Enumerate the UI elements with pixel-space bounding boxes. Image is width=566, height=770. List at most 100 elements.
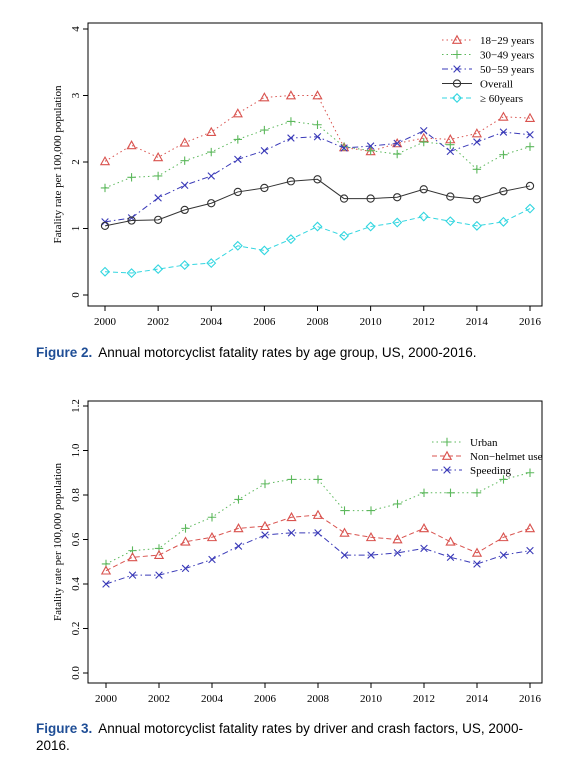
data-point [234, 542, 243, 550]
data-point [314, 529, 322, 537]
data-point [154, 194, 162, 202]
y-axis-label: Fatality rate per 100,000 population [52, 463, 64, 621]
x-tick-label: 2000 [94, 316, 117, 328]
data-point [418, 211, 429, 222]
x-tick-label: 2008 [307, 693, 330, 705]
data-point [127, 216, 136, 225]
data-point [499, 150, 508, 159]
data-point [180, 181, 189, 190]
figure-caption-text: Annual motorcyclist fatality rates by ag… [98, 345, 477, 360]
plot-frame [87, 22, 543, 307]
legend-marker [442, 437, 452, 447]
data-point [285, 90, 297, 100]
x-tick-label: 2016 [519, 316, 542, 328]
data-point [392, 217, 403, 228]
series-line [104, 130, 531, 223]
data-point [472, 195, 482, 204]
x-tick-label: 2012 [413, 316, 435, 328]
data-point [127, 173, 136, 182]
y-tick-label: 1.2 [70, 399, 82, 413]
x-tick-label: 2000 [95, 693, 118, 705]
data-point [498, 531, 509, 542]
data-point [525, 142, 535, 151]
data-point [498, 111, 509, 121]
data-point [206, 258, 217, 269]
data-point [287, 529, 296, 537]
data-point [366, 142, 375, 150]
data-point [526, 546, 534, 555]
data-point [418, 523, 430, 533]
legend-entry: Urban [470, 437, 498, 449]
data-point [234, 155, 242, 164]
y-tick-label: 1 [70, 226, 82, 232]
data-point [233, 135, 243, 144]
data-point [313, 132, 322, 141]
series-1 [100, 509, 536, 575]
series-3 [100, 175, 535, 230]
data-point [393, 499, 402, 509]
y-tick-label: 0.2 [70, 622, 82, 636]
legend-entry: 18−29 years [480, 35, 534, 47]
data-point [446, 192, 455, 201]
data-point [472, 165, 482, 174]
data-point [259, 92, 270, 102]
data-point [420, 544, 428, 553]
data-point [365, 531, 377, 542]
y-tick-label: 2 [70, 159, 82, 165]
x-tick-label: 2016 [519, 693, 542, 705]
data-point [100, 565, 112, 575]
data-point [499, 551, 508, 559]
data-point [471, 547, 483, 557]
data-point [340, 144, 348, 152]
data-point [153, 215, 163, 225]
figure-caption-2: Figure 2. Annual motorcyclist fatality ra… [36, 344, 552, 361]
data-point [207, 513, 217, 522]
x-tick-label: 2004 [201, 693, 224, 705]
x-tick-label: 2010 [360, 693, 383, 705]
data-point [445, 536, 456, 546]
data-point [499, 187, 508, 196]
series-line [104, 120, 531, 189]
data-point [153, 171, 163, 181]
series-0 [101, 468, 535, 569]
legend-entry: Overall [480, 79, 513, 91]
data-point [312, 90, 323, 100]
data-point [285, 234, 296, 245]
y-tick-label: 0.6 [70, 532, 82, 546]
data-point [286, 511, 297, 522]
data-point [392, 149, 402, 159]
data-point [207, 199, 216, 208]
data-point [420, 126, 428, 135]
data-point [206, 126, 217, 136]
data-point [259, 520, 271, 531]
data-point [313, 475, 323, 484]
data-point [260, 146, 269, 155]
data-point [260, 125, 269, 135]
series-line [104, 178, 531, 227]
legend: 18−29 years 30−49 years 50−59 years Overall… [442, 34, 534, 105]
x-tick-label: 2002 [147, 316, 169, 328]
y-tick-label: 0.4 [70, 577, 82, 591]
data-point [313, 175, 322, 184]
legend: Urban Non−helmet use Speeding [432, 437, 543, 477]
x-tick-label: 2004 [200, 316, 223, 328]
series-4 [100, 203, 535, 279]
data-point [526, 130, 534, 139]
data-point [155, 571, 163, 579]
data-point [419, 488, 429, 497]
data-point [181, 524, 190, 533]
data-point [234, 495, 243, 504]
data-point [287, 134, 295, 142]
data-point [340, 506, 349, 515]
data-point [339, 527, 350, 537]
x-tick-label: 2006 [254, 693, 277, 705]
legend-entry: Non−helmet use [470, 451, 543, 463]
legend-marker [443, 466, 451, 474]
legend-marker [452, 93, 462, 103]
data-point [393, 139, 401, 148]
data-point [471, 128, 483, 138]
legend-marker [453, 65, 461, 73]
data-point [100, 183, 110, 193]
data-point [207, 172, 215, 180]
legend-marker [452, 50, 462, 59]
